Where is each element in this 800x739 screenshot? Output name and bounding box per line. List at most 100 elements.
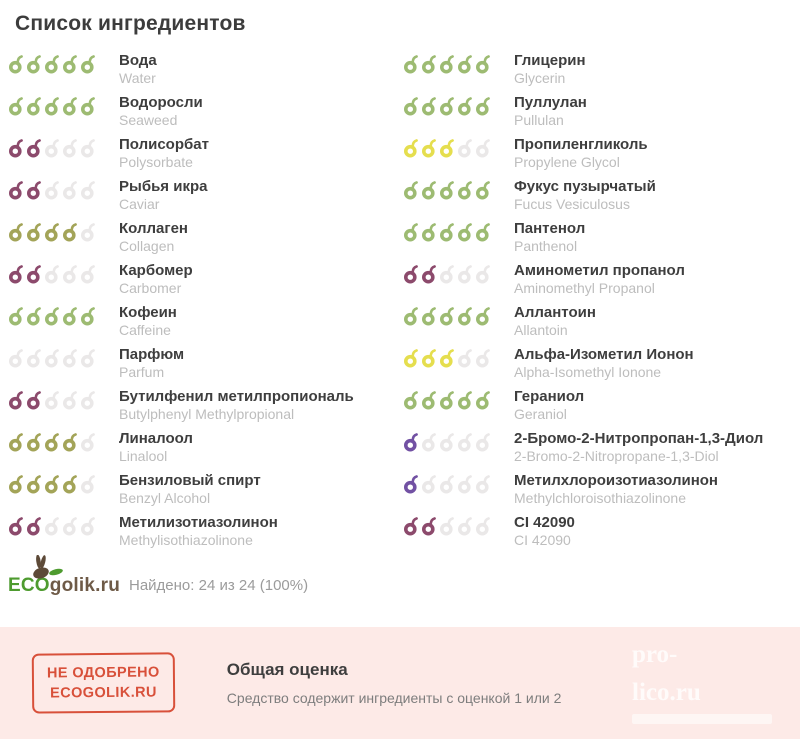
ingredient-latin-name: Glycerin [514, 70, 566, 86]
ingredient-row[interactable]: Аминометил пропанол Aminomethyl Propanol [400, 259, 800, 301]
rating-drops-icon [8, 391, 98, 410]
ingredient-texts: Полисорбат Polysorbate [119, 133, 209, 171]
ingredient-row[interactable]: Водоросли Seaweed [0, 91, 400, 133]
rating-drops-icon [8, 517, 98, 536]
ingredient-name: Пантенол [514, 220, 586, 237]
ingredient-latin-name: Seaweed [119, 112, 178, 128]
ingredient-row[interactable]: Коллаген Collagen [0, 217, 400, 259]
ingredient-name: Кофеин [119, 304, 177, 321]
rating-drops-icon [8, 181, 98, 200]
ingredient-latin-name: CI 42090 [514, 532, 571, 548]
ingredient-column-right: Глицерин Glycerin Пуллулан Pullulan Пропилен… [400, 49, 800, 553]
rating-drops-icon [403, 139, 493, 158]
ingredient-row[interactable]: Пантенол Panthenol [400, 217, 800, 259]
logo-eco-part: ECO [8, 575, 50, 596]
ingredient-texts: Бутилфенил метилпропиональ Butylphenyl Me… [119, 385, 354, 423]
found-count-text: Найдено: 24 из 24 (100%) [129, 576, 309, 594]
rating-drops-icon [8, 349, 98, 368]
ingredient-row[interactable]: Рыбья икра Caviar [0, 175, 400, 217]
ingredient-row[interactable]: Альфа-Изометил Ионон Alpha-Isomethyl Iono… [400, 343, 800, 385]
ingredient-name: Фукус пузырчатый [514, 178, 656, 195]
ingredient-name: Метилхлороизотиазолинон [514, 472, 718, 489]
ingredient-row[interactable]: Линалоол Linalool [0, 427, 400, 469]
ingredient-column-left: Вода Water Водоросли Seaweed Полисорбат Polys… [0, 49, 400, 553]
stamp-line-2: ECOGOLIK.RU [50, 684, 157, 702]
not-approved-stamp: НЕ ОДОБРЕНО ECOGOLIK.RU [31, 652, 176, 714]
ingredient-name: CI 42090 [514, 514, 575, 531]
ingredient-texts: Альфа-Изометил Ионон Alpha-Isomethyl Iono… [514, 343, 694, 381]
ingredient-texts: Карбомер Carbomer [119, 259, 193, 297]
ingredient-name: Метилизотиазолинон [119, 514, 278, 531]
ingredient-texts: Аминометил пропанол Aminomethyl Propanol [514, 259, 685, 297]
verdict-texts: Общая оценка Средство содержит ингредиен… [227, 660, 562, 706]
ingredient-row[interactable]: Вода Water [0, 49, 400, 91]
verdict-title: Общая оценка [226, 660, 348, 679]
ingredient-latin-name: Linalool [119, 448, 168, 464]
ingredient-name: Глицерин [514, 52, 586, 69]
crescent-icon [594, 650, 694, 739]
ingredient-latin-name: Methylchloroisothiazolinone [514, 490, 686, 506]
ingredient-latin-name: Benzyl Alcohol [119, 490, 211, 506]
ingredient-row[interactable]: CI 42090 CI 42090 [400, 511, 800, 553]
ingredient-row[interactable]: Карбомер Carbomer [0, 259, 400, 301]
ingredient-name: Водоросли [119, 94, 203, 111]
ingredient-name: Альфа-Изометил Ионон [514, 346, 694, 363]
ingredient-latin-name: Water [119, 70, 156, 86]
ingredient-row[interactable]: Метилизотиазолинон Methylisothiazolinone [0, 511, 400, 553]
ecogolik-logo[interactable]: ECOgolik.ru [8, 554, 120, 597]
ingredient-row[interactable]: Пуллулан Pullulan [400, 91, 800, 133]
rating-drops-icon [403, 55, 493, 74]
ingredient-name: Аминометил пропанол [514, 262, 685, 279]
ingredient-row[interactable]: Полисорбат Polysorbate [0, 133, 400, 175]
ingredient-row[interactable]: Пропиленгликоль Propylene Glycol [400, 133, 800, 175]
ingredient-texts: Метилизотиазолинон Methylisothiazolinone [119, 511, 278, 549]
ingredient-row[interactable]: Фукус пузырчатый Fucus Vesiculosus [400, 175, 800, 217]
watermark-line-1: pro- [632, 641, 678, 668]
ingredient-texts: Глицерин Glycerin [514, 49, 586, 87]
logo-text: ECOgolik.ru [8, 575, 120, 596]
ingredient-row[interactable]: Бутилфенил метилпропиональ Butylphenyl Me… [0, 385, 400, 427]
ingredient-name: Вода [119, 52, 157, 69]
ingredient-texts: Пропиленгликоль Propylene Glycol [514, 133, 648, 171]
ingredient-latin-name: 2-Bromo-2-Nitropropane-1,3-Diol [514, 448, 719, 464]
ingredient-latin-name: Butylphenyl Methylpropional [119, 406, 295, 422]
page-title: Список ингредиентов [15, 12, 246, 35]
ingredient-latin-name: Allantoin [514, 322, 568, 338]
ingredient-texts: Кофеин Caffeine [119, 301, 177, 339]
ingredient-row[interactable]: Бензиловый спирт Benzyl Alcohol [0, 469, 400, 511]
ingredient-name: Парфюм [119, 346, 185, 363]
ingredient-latin-name: Geraniol [514, 406, 567, 422]
ingredient-row[interactable]: Аллантоин Allantoin [400, 301, 800, 343]
rating-drops-icon [8, 97, 98, 116]
ingredient-texts: Аллантоин Allantoin [514, 301, 596, 339]
verdict-description: Средство содержит ингредиенты с оценкой … [226, 690, 562, 706]
rating-drops-icon [403, 265, 493, 284]
ingredient-name: Бутилфенил метилпропиональ [119, 388, 354, 405]
ingredient-latin-name: Pullulan [514, 112, 564, 128]
ingredient-texts: Коллаген Collagen [119, 217, 188, 255]
ingredient-row[interactable]: Парфюм Parfum [0, 343, 400, 385]
overall-verdict-panel: НЕ ОДОБРЕНО ECOGOLIK.RU Общая оценка Сре… [0, 627, 800, 739]
ingredient-row[interactable]: Гераниол Geraniol [400, 385, 800, 427]
bunny-icon [30, 554, 64, 584]
rating-drops-icon [403, 475, 493, 494]
watermark-small-text [632, 714, 772, 724]
ingredient-texts: Гераниол Geraniol [514, 385, 584, 423]
ingredient-row[interactable]: Кофеин Caffeine [0, 301, 400, 343]
ingredient-texts: Фукус пузырчатый Fucus Vesiculosus [514, 175, 656, 213]
ingredient-texts: Линалоол Linalool [119, 427, 193, 465]
ingredient-row[interactable]: Метилхлороизотиазолинон Methylchloroisoth… [400, 469, 800, 511]
ingredient-texts: Пантенол Panthenol [514, 217, 585, 255]
ingredient-latin-name: Propylene Glycol [514, 154, 620, 170]
rating-drops-icon [8, 307, 98, 326]
logo-domain-part: golik.ru [49, 575, 120, 596]
ingredient-name: Рыбья икра [119, 178, 208, 195]
ingredient-row[interactable]: Глицерин Glycerin [400, 49, 800, 91]
ingredient-columns: Вода Water Водоросли Seaweed Полисорбат Polys… [0, 49, 800, 553]
ingredient-texts: Пуллулан Pullulan [514, 91, 587, 129]
stamp-line-1: НЕ ОДОБРЕНО [46, 664, 160, 682]
ingredient-row[interactable]: 2-Бромо-2-Нитропропан-1,3-Диол 2-Bromo-2-… [400, 427, 800, 469]
watermark-line-2: lico.ru [632, 679, 701, 706]
ingredient-latin-name: Polysorbate [119, 154, 193, 170]
